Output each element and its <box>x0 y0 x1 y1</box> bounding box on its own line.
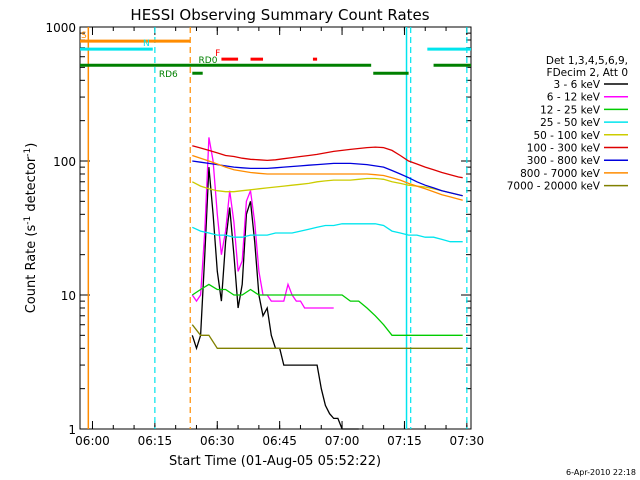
x-tick-label: 06:00 <box>75 434 110 448</box>
y-tick-label: 1000 <box>45 21 76 35</box>
y-tick-label: 100 <box>53 155 76 169</box>
flag-label-f: F <box>215 49 220 59</box>
x-tick-label: 06:30 <box>200 434 235 448</box>
legend-header-line: Det 1,3,4,5,6,9, <box>546 55 628 67</box>
legend-entry-label: 300 - 800 keV <box>527 155 601 167</box>
legend-entry-label: 25 - 50 keV <box>540 117 601 129</box>
series-line-2 <box>191 283 463 336</box>
flag-label-rd6: RD6 <box>159 70 178 80</box>
series-line-4 <box>192 177 463 197</box>
x-tick-label: 06:15 <box>138 434 173 448</box>
series-line-8 <box>191 324 463 349</box>
footer-timestamp: 6-Apr-2010 22:18 <box>566 468 636 477</box>
flag-label-n: N <box>143 39 150 49</box>
x-axis-label: Start Time (01-Aug-05 05:52:22) <box>169 454 381 469</box>
series-line-3 <box>192 223 463 243</box>
flag-label-s: S <box>81 31 87 41</box>
legend-entry-label: 6 - 12 keV <box>547 92 601 104</box>
x-tick-label: 07:00 <box>325 434 360 448</box>
chart-title: HESSI Observing Summary Count Rates <box>130 6 429 24</box>
x-axis-ticks: 06:00 06:15 06:30 06:45 07:00 07:15 07:30 <box>75 27 484 448</box>
legend: Det 1,3,4,5,6,9,FDecim 2, Att 03 - 6 keV… <box>507 55 628 193</box>
legend-entry-label: 3 - 6 keV <box>553 79 600 91</box>
plot-frame <box>79 26 472 430</box>
y-tick-label: 1 <box>68 423 76 437</box>
legend-entry-label: 800 - 7000 keV <box>520 168 601 180</box>
legend-entry-label: 7000 - 20000 keV <box>507 181 601 193</box>
y-axis-label: Count Rate (s-1 detector-1) <box>23 143 39 314</box>
series-line-5 <box>192 145 463 179</box>
x-tick-label: 07:15 <box>387 434 422 448</box>
y-tick-label: 10 <box>61 289 76 303</box>
flag-label-rd0: RD0 <box>199 56 218 66</box>
legend-entry-label: 100 - 300 keV <box>527 143 601 155</box>
series-line-7 <box>192 154 463 201</box>
x-tick-label: 07:30 <box>450 434 485 448</box>
series-line-6 <box>192 160 463 197</box>
time-markers <box>87 27 468 429</box>
x-tick-label: 06:45 <box>262 434 297 448</box>
legend-entry-label: 50 - 100 keV <box>533 130 600 142</box>
series-lines <box>191 137 463 430</box>
legend-header-line: FDecim 2, Att 0 <box>547 67 628 79</box>
legend-entry-label: 12 - 25 keV <box>540 104 601 116</box>
